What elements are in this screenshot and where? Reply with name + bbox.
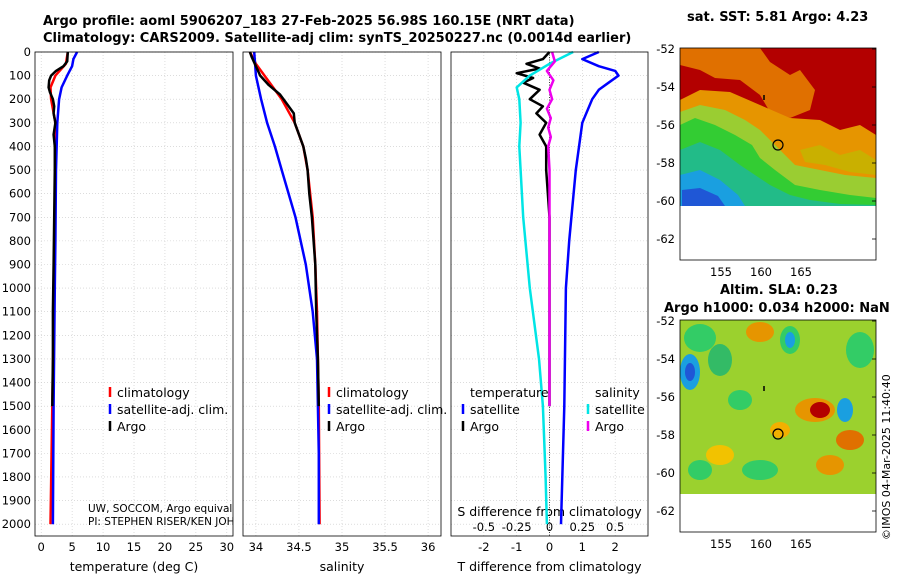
legend-label: Argo [336, 419, 365, 434]
map-y-tick-label: -60 [656, 466, 675, 480]
map-x-tick-label: 155 [710, 537, 732, 551]
map-x-tick-label: 165 [790, 537, 812, 551]
x-tick-label: 25 [189, 540, 204, 554]
series-line-satellite-adj-clim- [51, 51, 79, 525]
x-tick-label: 34 [249, 540, 264, 554]
map-y-tick-label: -54 [656, 80, 675, 94]
y-tick-label: 1300 [2, 352, 31, 366]
legend-label: climatology [336, 385, 409, 400]
legend-label: satellite-adj. clim. [336, 402, 447, 417]
map-y-tick-label: -58 [656, 428, 675, 442]
x-tick-label: 35 [335, 540, 350, 554]
series-line-argo [248, 51, 321, 407]
y-tick-label: 1800 [2, 470, 31, 484]
x-axis-label: T difference from climatology [456, 559, 642, 574]
note-line2: PI: STEPHEN RISER/KEN JOHN [88, 516, 242, 528]
x-tick-label: 20 [158, 540, 173, 554]
x-tick-label: 0 [546, 540, 553, 554]
y-tick-label: 1400 [2, 376, 31, 390]
y-tick-label: 1500 [2, 399, 31, 413]
map-x-tick-label: 165 [790, 265, 812, 279]
x-tick-label: 15 [127, 540, 142, 554]
y-tick-label: 1700 [2, 446, 31, 460]
salinity-tick-label: 0.5 [606, 520, 624, 534]
x-tick-label: 0 [38, 540, 45, 554]
map-y-tick-label: -60 [656, 194, 675, 208]
y-tick-label: 1200 [2, 328, 31, 342]
y-tick-label: 1600 [2, 423, 31, 437]
sst-map-title: sat. SST: 5.81 Argo: 4.23 [687, 10, 869, 25]
salinity-tick-label: -0.5 [473, 520, 495, 534]
y-tick-label: 1100 [2, 305, 31, 319]
sla-map-title-line2: Argo h1000: 0.034 h2000: NaN [664, 301, 890, 316]
x-tick-label: 34.5 [286, 540, 312, 554]
y-tick-label: 400 [9, 139, 31, 153]
sla-map [679, 319, 877, 533]
legend-label: satellite [595, 402, 645, 417]
note-line1: UW, SOCCOM, Argo equivale [88, 503, 239, 515]
y-tick-label: 900 [9, 257, 31, 271]
legend-header-salinity: salinity [595, 385, 640, 400]
y-tick-label: 2000 [2, 517, 31, 531]
y-tick-label: 100 [9, 69, 31, 83]
series-line-s-argo [545, 51, 557, 407]
series-line-argo [47, 51, 70, 407]
map-y-tick-label: -58 [656, 156, 675, 170]
map-y-tick-label: -56 [656, 390, 675, 404]
y-tick-label: 1000 [2, 281, 31, 295]
x-axis-label: temperature (deg C) [70, 559, 199, 574]
y-tick-label: 500 [9, 163, 31, 177]
map-x-tick-label: 155 [710, 265, 732, 279]
x-axis-label-salinity: S difference from climatology [457, 504, 642, 519]
x-tick-label: 35.5 [372, 540, 398, 554]
y-tick-label: 700 [9, 210, 31, 224]
figure-title-line1: Argo profile: aoml 5906207_183 27-Feb-20… [43, 14, 575, 29]
legend-label: Argo [595, 419, 624, 434]
map-y-tick-label: -52 [656, 314, 675, 328]
legend-label: Argo [470, 419, 499, 434]
x-axis-label: salinity [320, 559, 365, 574]
salinity-tick-label: -0.25 [502, 520, 532, 534]
map-x-tick-label: 160 [750, 265, 772, 279]
profile-panel-1: 0100200300400500600700800900100011001200… [2, 45, 234, 574]
map-x-tick-label: 160 [750, 537, 772, 551]
profile-panel-3: -2 -1 0 1 2 T difference from climatology -0.5… [450, 50, 649, 574]
map-y-tick-label: -52 [656, 42, 675, 56]
x-tick-label: 30 [219, 540, 234, 554]
map-y-tick-label: -62 [656, 232, 675, 246]
x-tick-label: -2 [478, 540, 489, 554]
figure-title-line2: Climatology: CARS2009. Satellite-adj cli… [43, 31, 632, 46]
series-line-t-satellite [559, 50, 620, 525]
y-tick-label: 0 [24, 45, 31, 59]
y-tick-label: 200 [9, 92, 31, 106]
y-tick-label: 600 [9, 187, 31, 201]
x-tick-label: 5 [68, 540, 75, 554]
x-tick-label: 10 [96, 540, 111, 554]
imos-credit: ©IMOS 04-Mar-2025 11:40:40 [880, 374, 893, 540]
x-tick-label: 2 [612, 540, 619, 554]
salinity-tick-label: 0.25 [570, 520, 596, 534]
x-tick-label: 1 [579, 540, 586, 554]
legend-header-temperature: temperature [470, 385, 549, 400]
y-tick-label: 1900 [2, 494, 31, 508]
salinity-tick-label: 0 [546, 520, 553, 534]
y-tick-label: 800 [9, 234, 31, 248]
y-tick-label: 300 [9, 116, 31, 130]
legend-label: satellite-adj. clim. [117, 402, 228, 417]
series-line-s-satellite [515, 50, 574, 525]
map-y-tick-label: -56 [656, 118, 675, 132]
map-y-tick-label: -62 [656, 504, 675, 518]
x-tick-label: 36 [421, 540, 436, 554]
sla-map-title-line1: Altim. SLA: 0.23 [720, 283, 838, 298]
map-y-tick-label: -54 [656, 352, 675, 366]
profile-panel-2: 34 34.5 35 35.5 36 salinity climatology satelli… [242, 51, 447, 574]
legend-label: Argo [117, 419, 146, 434]
legend-label: climatology [117, 385, 190, 400]
x-tick-label: -1 [511, 540, 522, 554]
sst-map [679, 47, 877, 261]
legend-label: satellite [470, 402, 520, 417]
